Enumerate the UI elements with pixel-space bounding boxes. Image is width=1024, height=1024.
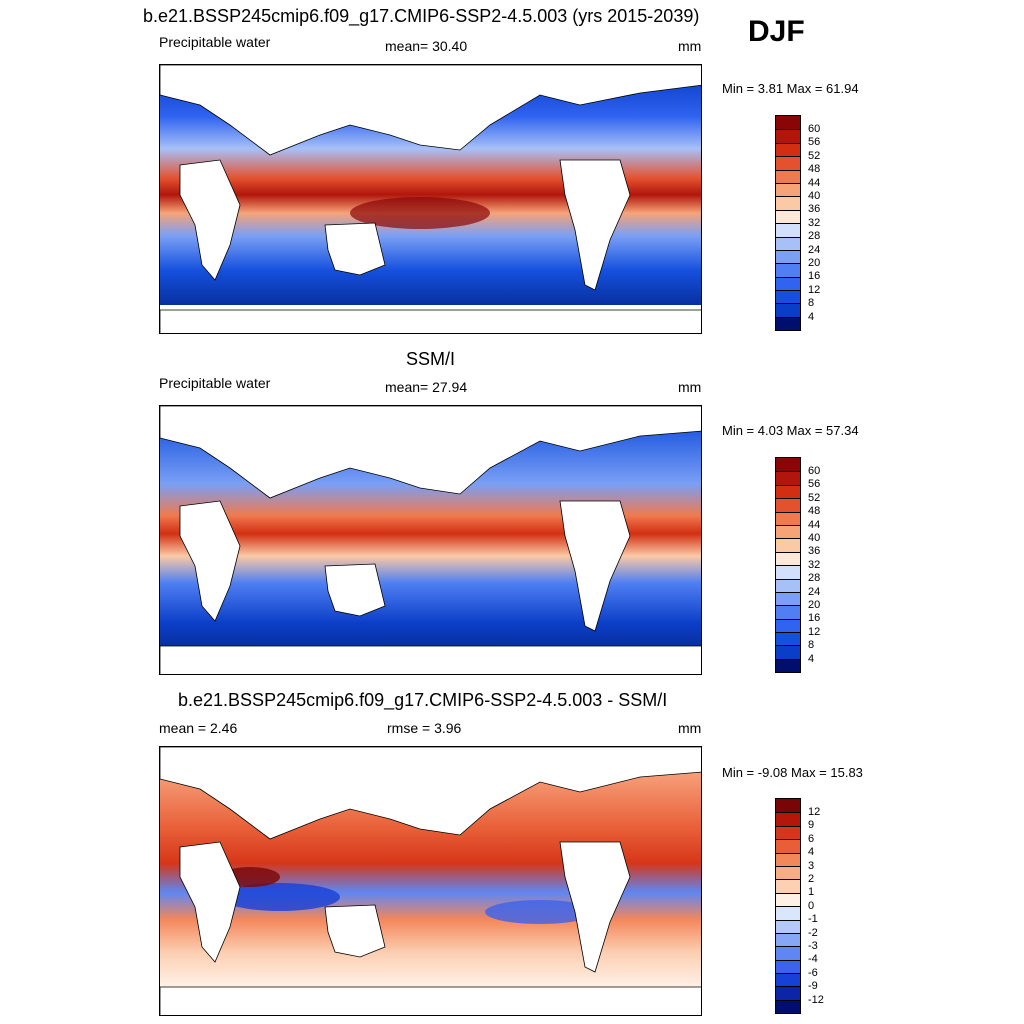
panel1-minmax: Min = 3.81 Max = 61.94: [722, 81, 859, 96]
cbar-label: 40: [808, 190, 821, 202]
cbar-label: 28: [808, 230, 821, 243]
cbar-label: 2: [808, 873, 815, 885]
cbar-label: 56: [808, 478, 821, 491]
cbar-label: 20: [808, 599, 821, 611]
panel1-colorbar: [775, 115, 801, 332]
cbar-label: 12: [808, 283, 821, 296]
panel1-title: b.e21.BSSP245cmip6.f09_g17.CMIP6-SSP2-4.…: [143, 6, 700, 26]
cbar-label: 4: [808, 310, 815, 323]
panel1-map-svg: [160, 65, 701, 333]
cbar-label: 1: [808, 886, 815, 899]
cbar-label: 16: [808, 270, 821, 283]
cbar-label: 36: [808, 545, 821, 558]
cbar-label: 52: [808, 149, 821, 162]
panel3-title: b.e21.BSSP245cmip6.f09_g17.CMIP6-SSP2-4.…: [178, 690, 668, 710]
cbar-label: 60: [808, 465, 821, 477]
cbar-label: -1: [808, 913, 818, 926]
cbar-label: 52: [808, 491, 821, 504]
panel1-units: mm: [678, 38, 702, 54]
panel3-map-svg: [160, 747, 701, 1015]
cbar-label: 3: [808, 859, 815, 872]
panel1-variable: Precipitable water: [159, 34, 271, 50]
cbar-label: -9: [808, 980, 818, 993]
panel2-colorbar: [775, 457, 801, 674]
cbar-label: -12: [808, 993, 824, 1006]
cbar-label: 9: [808, 819, 815, 832]
cbar-label: 8: [808, 297, 815, 310]
cbar-label: 0: [808, 899, 815, 912]
cbar-label: 12: [808, 806, 821, 818]
cbar-label: 4: [808, 652, 815, 665]
cbar-label: 48: [808, 505, 821, 518]
panel2-minmax: Min = 4.03 Max = 57.34: [722, 423, 859, 438]
cbar-label: 56: [808, 136, 821, 149]
panel3-map: [159, 746, 702, 1016]
panel3-landmasses: [160, 747, 701, 1015]
cbar-label: 32: [808, 216, 821, 229]
season-label: DJF: [748, 15, 805, 48]
cbar-label: 32: [808, 558, 821, 571]
panel2-landmasses: [160, 406, 701, 674]
cbar-label: 16: [808, 612, 821, 625]
cbar-label: 60: [808, 123, 821, 135]
cbar-label: 4: [808, 846, 815, 859]
panel3-colorbar: [775, 798, 801, 1015]
cbar-label: 24: [808, 243, 821, 256]
panel2-mean: mean= 27.94: [385, 379, 468, 395]
panel3-rmse: rmse = 3.96: [387, 720, 462, 736]
panel1-landmasses: [160, 65, 701, 333]
panel3-units: mm: [678, 720, 702, 736]
panel2-variable: Precipitable water: [159, 375, 271, 391]
cbar-label: -4: [808, 953, 818, 966]
cbar-label: 12: [808, 625, 821, 638]
cbar-label: 36: [808, 203, 821, 216]
cbar-label: 28: [808, 572, 821, 585]
cbar-label: 48: [808, 163, 821, 176]
panel1-mean: mean= 30.40: [385, 38, 468, 54]
cbar-label: 40: [808, 532, 821, 544]
cbar-label: 20: [808, 257, 821, 269]
cbar-label: -3: [808, 940, 818, 952]
panel2-title: SSM/I: [406, 349, 456, 369]
cbar-label: 24: [808, 585, 821, 598]
panel2-map: [159, 405, 702, 675]
panel1-map: [159, 64, 702, 334]
panel3-mean: mean = 2.46: [159, 720, 238, 736]
panel3-minmax: Min = -9.08 Max = 15.83: [722, 765, 863, 780]
cbar-label: -6: [808, 966, 818, 979]
cbar-label: 8: [808, 639, 815, 652]
panel2-map-svg: [160, 406, 701, 674]
cbar-label: -2: [808, 926, 818, 939]
cbar-label: 44: [808, 176, 821, 189]
cbar-label: 6: [808, 832, 815, 845]
cbar-label: 44: [808, 518, 821, 531]
panel2-units: mm: [678, 379, 702, 395]
